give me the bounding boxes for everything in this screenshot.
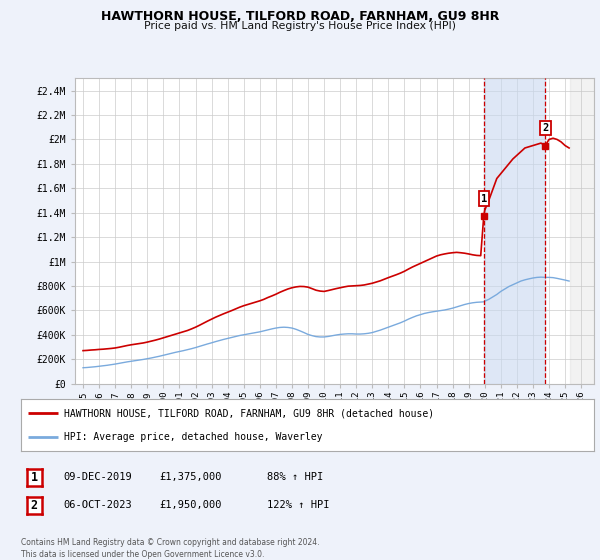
Text: 09-DEC-2019: 09-DEC-2019 xyxy=(63,472,132,482)
Text: 88% ↑ HPI: 88% ↑ HPI xyxy=(267,472,323,482)
Text: 1: 1 xyxy=(31,470,38,484)
Text: 2: 2 xyxy=(542,123,548,133)
Text: Price paid vs. HM Land Registry's House Price Index (HPI): Price paid vs. HM Land Registry's House … xyxy=(144,21,456,31)
Text: £1,375,000: £1,375,000 xyxy=(159,472,221,482)
Bar xyxy=(484,78,545,384)
Text: 06-OCT-2023: 06-OCT-2023 xyxy=(63,500,132,510)
Text: 2: 2 xyxy=(31,498,38,512)
Text: 1: 1 xyxy=(481,194,487,203)
Bar xyxy=(570,78,594,384)
Text: HAWTHORN HOUSE, TILFORD ROAD, FARNHAM, GU9 8HR: HAWTHORN HOUSE, TILFORD ROAD, FARNHAM, G… xyxy=(101,10,499,23)
Text: HAWTHORN HOUSE, TILFORD ROAD, FARNHAM, GU9 8HR (detached house): HAWTHORN HOUSE, TILFORD ROAD, FARNHAM, G… xyxy=(64,408,434,418)
Text: 122% ↑ HPI: 122% ↑ HPI xyxy=(267,500,329,510)
Text: £1,950,000: £1,950,000 xyxy=(159,500,221,510)
Bar xyxy=(570,78,594,384)
Text: Contains HM Land Registry data © Crown copyright and database right 2024.
This d: Contains HM Land Registry data © Crown c… xyxy=(21,538,320,559)
Text: HPI: Average price, detached house, Waverley: HPI: Average price, detached house, Wave… xyxy=(64,432,322,442)
